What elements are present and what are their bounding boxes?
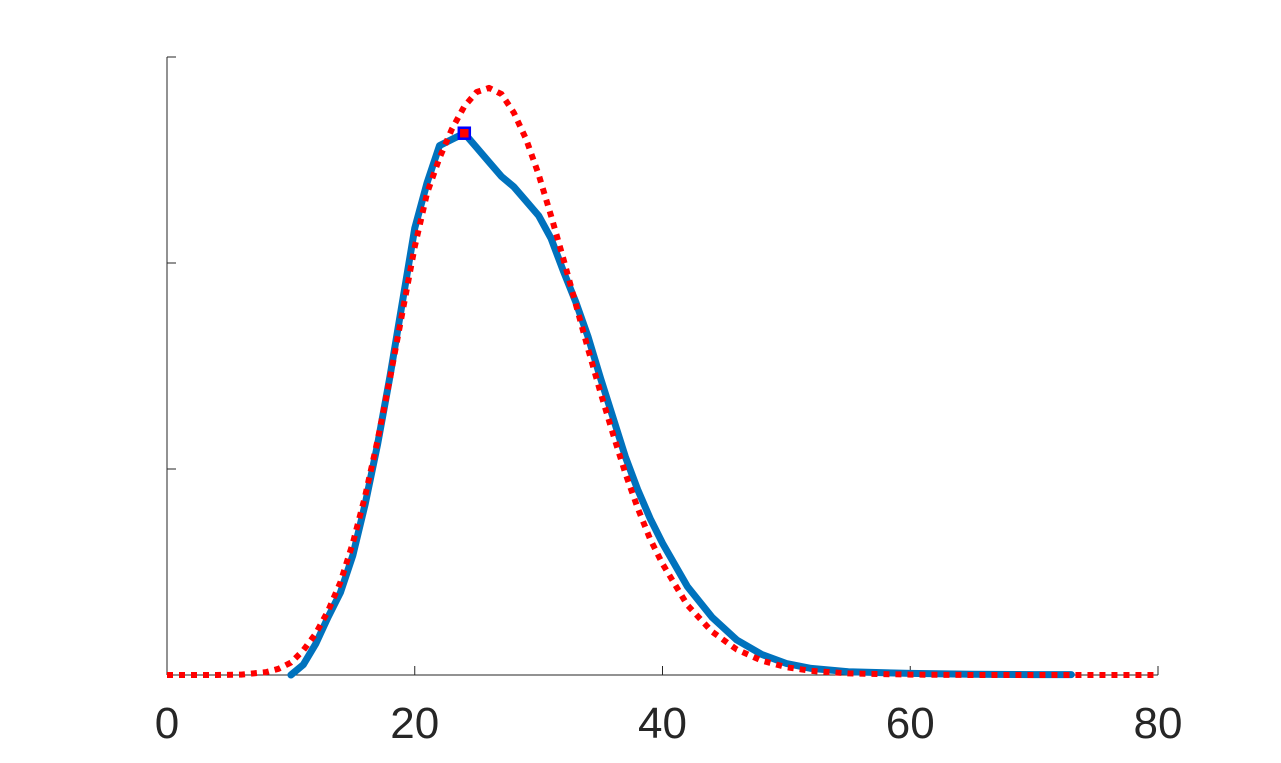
x-tick-label: 60 (886, 699, 935, 748)
series-line-dotted (167, 84, 1158, 678)
series-line-solid (287, 129, 1075, 679)
tick-labels: 0 20 40 60 80 (155, 699, 1183, 748)
x-tick-label: 0 (155, 699, 179, 748)
x-tick-label: 80 (1134, 699, 1183, 748)
x-tick-label: 20 (390, 699, 439, 748)
marker-layer (457, 126, 472, 140)
peak-marker (457, 126, 472, 140)
series-layer (167, 84, 1158, 679)
axes (166, 56, 1159, 676)
x-tick-label: 40 (638, 699, 687, 748)
